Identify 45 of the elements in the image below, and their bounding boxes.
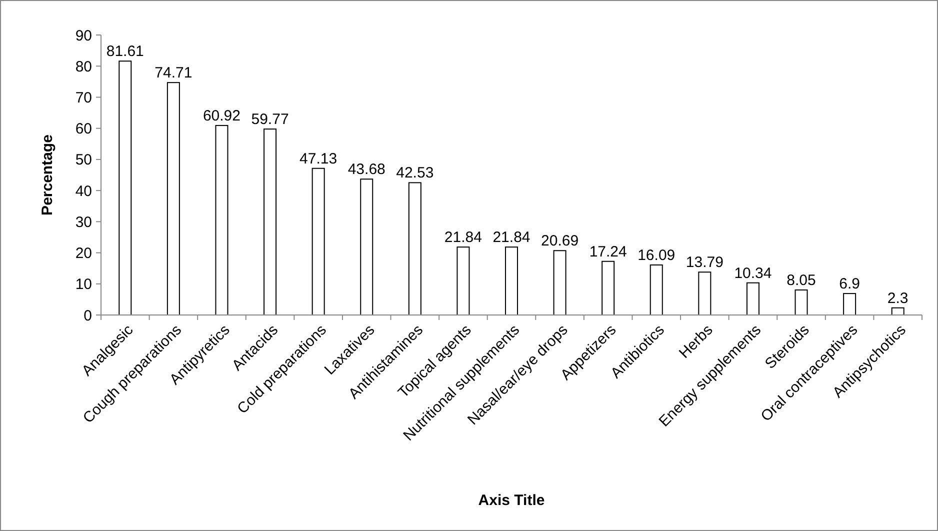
bar xyxy=(312,168,325,316)
bar xyxy=(264,128,277,316)
data-label: 13.79 xyxy=(686,254,724,272)
y-tick-label: 60 xyxy=(75,120,92,138)
bar xyxy=(215,124,228,316)
y-tick-label: 80 xyxy=(75,58,92,76)
data-label: 17.24 xyxy=(589,243,627,260)
data-label: 21.84 xyxy=(444,229,482,246)
bar xyxy=(118,60,132,316)
bar xyxy=(746,282,760,316)
y-tick-label: 50 xyxy=(75,152,92,169)
bar xyxy=(650,264,663,316)
y-axis-title: Percentage xyxy=(39,134,56,216)
data-label: 47.13 xyxy=(300,150,338,168)
data-label: 59.77 xyxy=(251,111,289,128)
bar xyxy=(843,293,856,316)
data-label: 21.84 xyxy=(492,229,530,246)
bar xyxy=(553,250,566,316)
y-tick-label: 30 xyxy=(75,214,92,231)
data-label: 60.92 xyxy=(202,107,241,124)
x-axis-title: Axis Title xyxy=(478,492,545,509)
data-label: 6.9 xyxy=(839,276,860,293)
data-label: 8.05 xyxy=(786,272,816,289)
bar xyxy=(456,246,470,316)
y-tick-label: 90 xyxy=(75,27,92,44)
data-label: 42.53 xyxy=(396,164,434,182)
y-tick-label: 70 xyxy=(75,89,92,106)
data-label: 10.34 xyxy=(734,264,772,282)
bar xyxy=(360,178,374,316)
bar xyxy=(602,260,615,316)
data-label: 74.71 xyxy=(154,64,192,82)
bar xyxy=(794,289,808,316)
y-tick-label: 20 xyxy=(75,245,92,262)
bar xyxy=(408,182,422,316)
data-label: 20.69 xyxy=(541,232,579,250)
y-tick-label: 10 xyxy=(75,276,92,294)
data-label: 43.68 xyxy=(348,161,386,178)
data-label: 81.61 xyxy=(106,43,144,60)
bar xyxy=(505,246,518,316)
data-label: 16.09 xyxy=(638,246,676,264)
y-tick-label: 40 xyxy=(75,182,92,200)
bar xyxy=(166,82,180,316)
data-label: 2.3 xyxy=(887,290,908,307)
y-tick-label: 0 xyxy=(84,307,92,324)
bar xyxy=(698,272,712,316)
